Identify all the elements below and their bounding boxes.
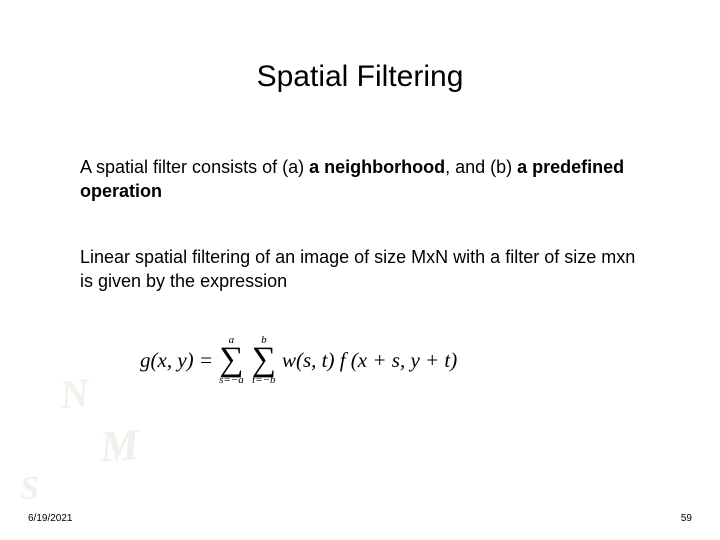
equation: g(x, y) = a ∑ s=−a b ∑ t=−b w(s, t) f (x…	[140, 335, 457, 386]
slide-title: Spatial Filtering	[0, 60, 720, 94]
equation-rhs: w(s, t) f (x + s, y + t)	[282, 348, 457, 373]
sigma1-lower: s=−a	[219, 375, 244, 386]
para1-bold1: a neighborhood	[309, 157, 445, 177]
footer-date: 6/19/2021	[28, 513, 73, 524]
slide: N M S Spatial Filtering A spatial filter…	[0, 0, 720, 540]
watermark-s: S	[20, 470, 39, 508]
sigma2-symbol: ∑	[252, 346, 276, 375]
sigma1-symbol: ∑	[219, 346, 243, 375]
equation-lhs: g(x, y) =	[140, 348, 213, 373]
para1-pre: A spatial filter consists of (a)	[80, 157, 309, 177]
paragraph-expression: Linear spatial filtering of an image of …	[80, 245, 650, 294]
paragraph-definition: A spatial filter consists of (a) a neigh…	[80, 155, 650, 204]
watermark-m: M	[98, 419, 141, 473]
para1-mid: , and (b)	[445, 157, 517, 177]
sigma-inner: b ∑ t=−b	[252, 335, 276, 386]
watermark-n: N	[58, 369, 92, 419]
sigma-outer: a ∑ s=−a	[219, 335, 244, 386]
sigma2-lower: t=−b	[252, 375, 275, 386]
footer-page: 59	[681, 513, 692, 524]
